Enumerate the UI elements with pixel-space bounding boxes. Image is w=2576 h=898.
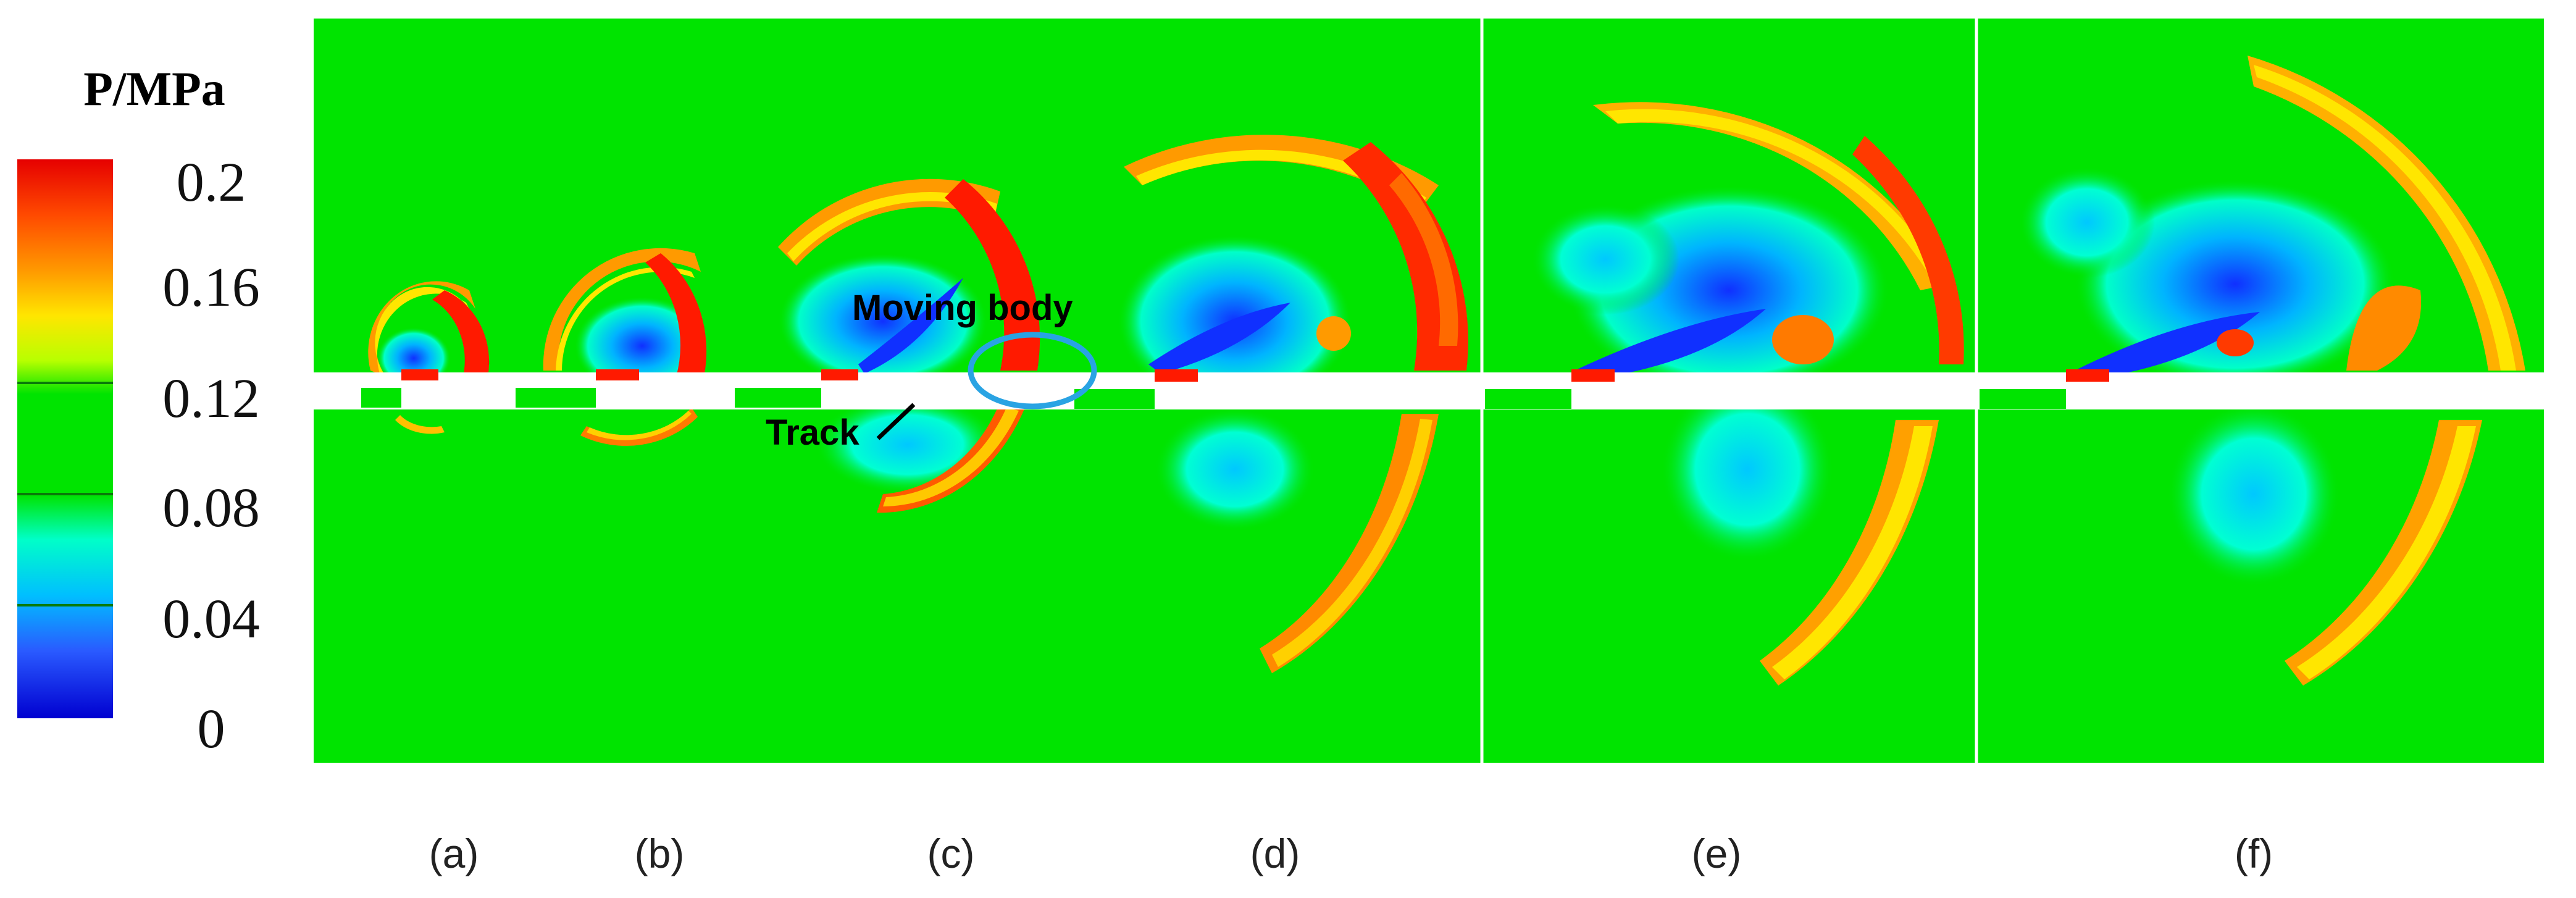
panel-label-e: (e): [1692, 831, 1742, 876]
legend-tick-0: 0: [198, 699, 225, 760]
panel-c-contour: [778, 178, 1040, 513]
panel-label-d: (d): [1250, 831, 1300, 876]
panel-f-contour: [2019, 56, 2525, 686]
panel-label-a: (a): [429, 831, 479, 876]
legend-tick-0.08: 0.08: [162, 477, 260, 539]
track: [314, 369, 2544, 409]
panel-labels: (a) (b) (c) (d) (e) (f): [429, 831, 2273, 876]
legend-tick-0.12: 0.12: [162, 368, 260, 429]
track-pointer: [876, 403, 916, 440]
panel-label-c: (c): [927, 831, 975, 876]
moving-body-highlight: [968, 332, 1097, 409]
annotations: Moving body Track: [766, 288, 1097, 453]
track-label: Track: [766, 413, 859, 453]
colorbar-ticks: [17, 382, 113, 606]
legend-tick-0.2: 0.2: [177, 152, 246, 213]
colorbar: [17, 159, 113, 718]
panel-e-contour: [1531, 102, 1964, 686]
moving-body-label: Moving body: [852, 288, 1073, 328]
panel-d-contour: [1118, 135, 1468, 673]
legend-title: P/MPa: [83, 62, 225, 115]
legend-tick-0.04: 0.04: [162, 589, 260, 650]
panel-label-b: (b): [635, 831, 685, 876]
panel-label-f: (f): [2235, 831, 2273, 876]
legend-tick-0.16: 0.16: [162, 257, 260, 318]
color-legend: P/MPa 0.2 0.16 0.12 0.08 0.04 0: [17, 62, 260, 760]
